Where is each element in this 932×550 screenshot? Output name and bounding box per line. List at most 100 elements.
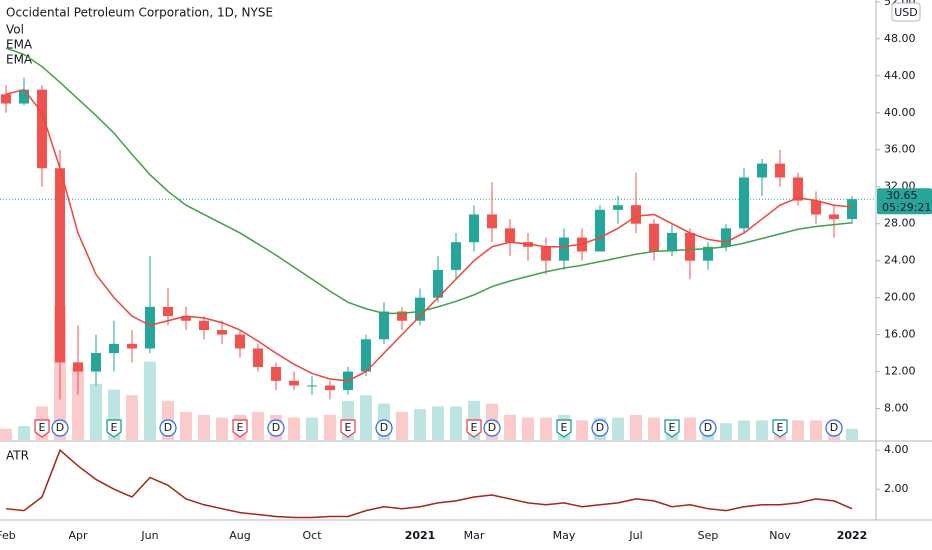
candle-body <box>145 306 155 349</box>
x-tick-label: Apr <box>68 529 88 542</box>
event-label: D <box>380 421 388 434</box>
atr-line <box>5 448 853 519</box>
x-tick-label: 2021 <box>405 529 436 542</box>
candle-body <box>235 334 245 349</box>
volume-bar <box>684 417 696 440</box>
candle-body <box>721 228 731 247</box>
candle-body <box>91 353 101 372</box>
event-marker <box>375 419 393 437</box>
y-tick-label: 36.00 <box>884 143 916 156</box>
ema-line <box>5 88 853 382</box>
y-tick-label: 16.00 <box>884 328 916 341</box>
event-label: D <box>56 421 64 434</box>
y-tick-label: 12.00 <box>884 365 916 378</box>
volume-bar <box>432 406 444 440</box>
event-marker <box>232 419 248 438</box>
event-marker <box>106 419 122 438</box>
volume-bar <box>306 417 318 440</box>
legend-ema: EMA <box>6 53 33 67</box>
candle-body <box>811 200 821 215</box>
candle-body <box>307 385 317 387</box>
event-label: D <box>704 421 712 434</box>
candle-body <box>793 177 803 201</box>
candle-body <box>271 366 281 381</box>
volume-bar <box>450 406 462 440</box>
event-label: D <box>272 421 280 434</box>
legend-ema: EMA <box>6 38 33 52</box>
candle-body <box>19 89 29 104</box>
volume-bar <box>792 420 804 440</box>
candle-body <box>253 348 263 367</box>
candle-body <box>217 330 227 335</box>
event-label: E <box>39 421 46 434</box>
candle-body <box>163 306 173 317</box>
candle-body <box>685 232 695 261</box>
event-marker <box>159 419 177 437</box>
volume-bar <box>504 414 516 440</box>
y-tick-label: 44.00 <box>884 69 916 82</box>
volume-bar <box>18 426 30 440</box>
event-marker <box>556 419 572 438</box>
legend-vol: Vol <box>6 23 24 37</box>
event-label: D <box>596 421 604 434</box>
event-label: D <box>164 421 172 434</box>
candle-body <box>757 163 767 178</box>
candle-body <box>541 246 551 261</box>
x-tick-label: Jul <box>628 529 642 542</box>
candle-body <box>847 199 857 220</box>
volume-bar <box>360 395 372 440</box>
event-label: E <box>471 421 478 434</box>
last-price-label: 30.65 <box>886 189 918 202</box>
volume-bar <box>126 395 138 440</box>
event-marker <box>699 419 717 437</box>
x-tick-label: Oct <box>302 529 322 542</box>
price-label-box <box>877 188 932 215</box>
x-tick-label: May <box>553 529 576 542</box>
event-marker <box>51 419 69 437</box>
volume-bar <box>414 409 426 440</box>
event-label: D <box>488 421 496 434</box>
ema-line <box>5 47 853 315</box>
volume-bar <box>90 384 102 440</box>
volume-bar <box>522 417 534 440</box>
event-marker <box>267 419 285 437</box>
candle-body <box>325 385 335 391</box>
y-tick-label: 48.00 <box>884 32 916 45</box>
x-tick-label: Sep <box>698 529 719 542</box>
candle-body <box>469 214 479 243</box>
countdown-label: 05:29:21 <box>882 201 931 214</box>
y-tick-label: 8.00 <box>884 402 909 415</box>
volume-bar <box>288 417 300 440</box>
volume-bar <box>198 414 210 440</box>
candle-body <box>397 311 407 321</box>
legend-atr: ATR <box>6 449 29 463</box>
event-marker <box>483 419 501 437</box>
candle-body <box>487 214 497 229</box>
y-tick-label: 2.00 <box>884 482 909 495</box>
volume-bar <box>540 417 552 440</box>
candle-body <box>631 205 641 224</box>
candle-body <box>559 237 569 261</box>
candle-body <box>181 316 191 321</box>
candle-body <box>199 320 209 330</box>
y-tick-label: 20.00 <box>884 291 916 304</box>
candle-body <box>505 228 515 243</box>
y-tick-label: 28.00 <box>884 217 916 230</box>
y-tick-label: 40.00 <box>884 106 916 119</box>
volume-bar <box>576 420 588 440</box>
x-tick-label: Jun <box>140 529 158 542</box>
event-marker <box>340 419 356 438</box>
volume-bar <box>630 414 642 440</box>
event-label: D <box>830 421 838 434</box>
volume-bar <box>324 414 336 440</box>
volume-bar <box>72 367 84 440</box>
volume-bar <box>0 428 12 440</box>
x-tick-label: Nov <box>769 529 791 542</box>
event-marker <box>772 419 788 438</box>
volume-bar <box>216 417 228 440</box>
volume-bar <box>756 420 768 440</box>
candle-body <box>361 339 371 372</box>
x-tick-label: 2022 <box>837 529 868 542</box>
